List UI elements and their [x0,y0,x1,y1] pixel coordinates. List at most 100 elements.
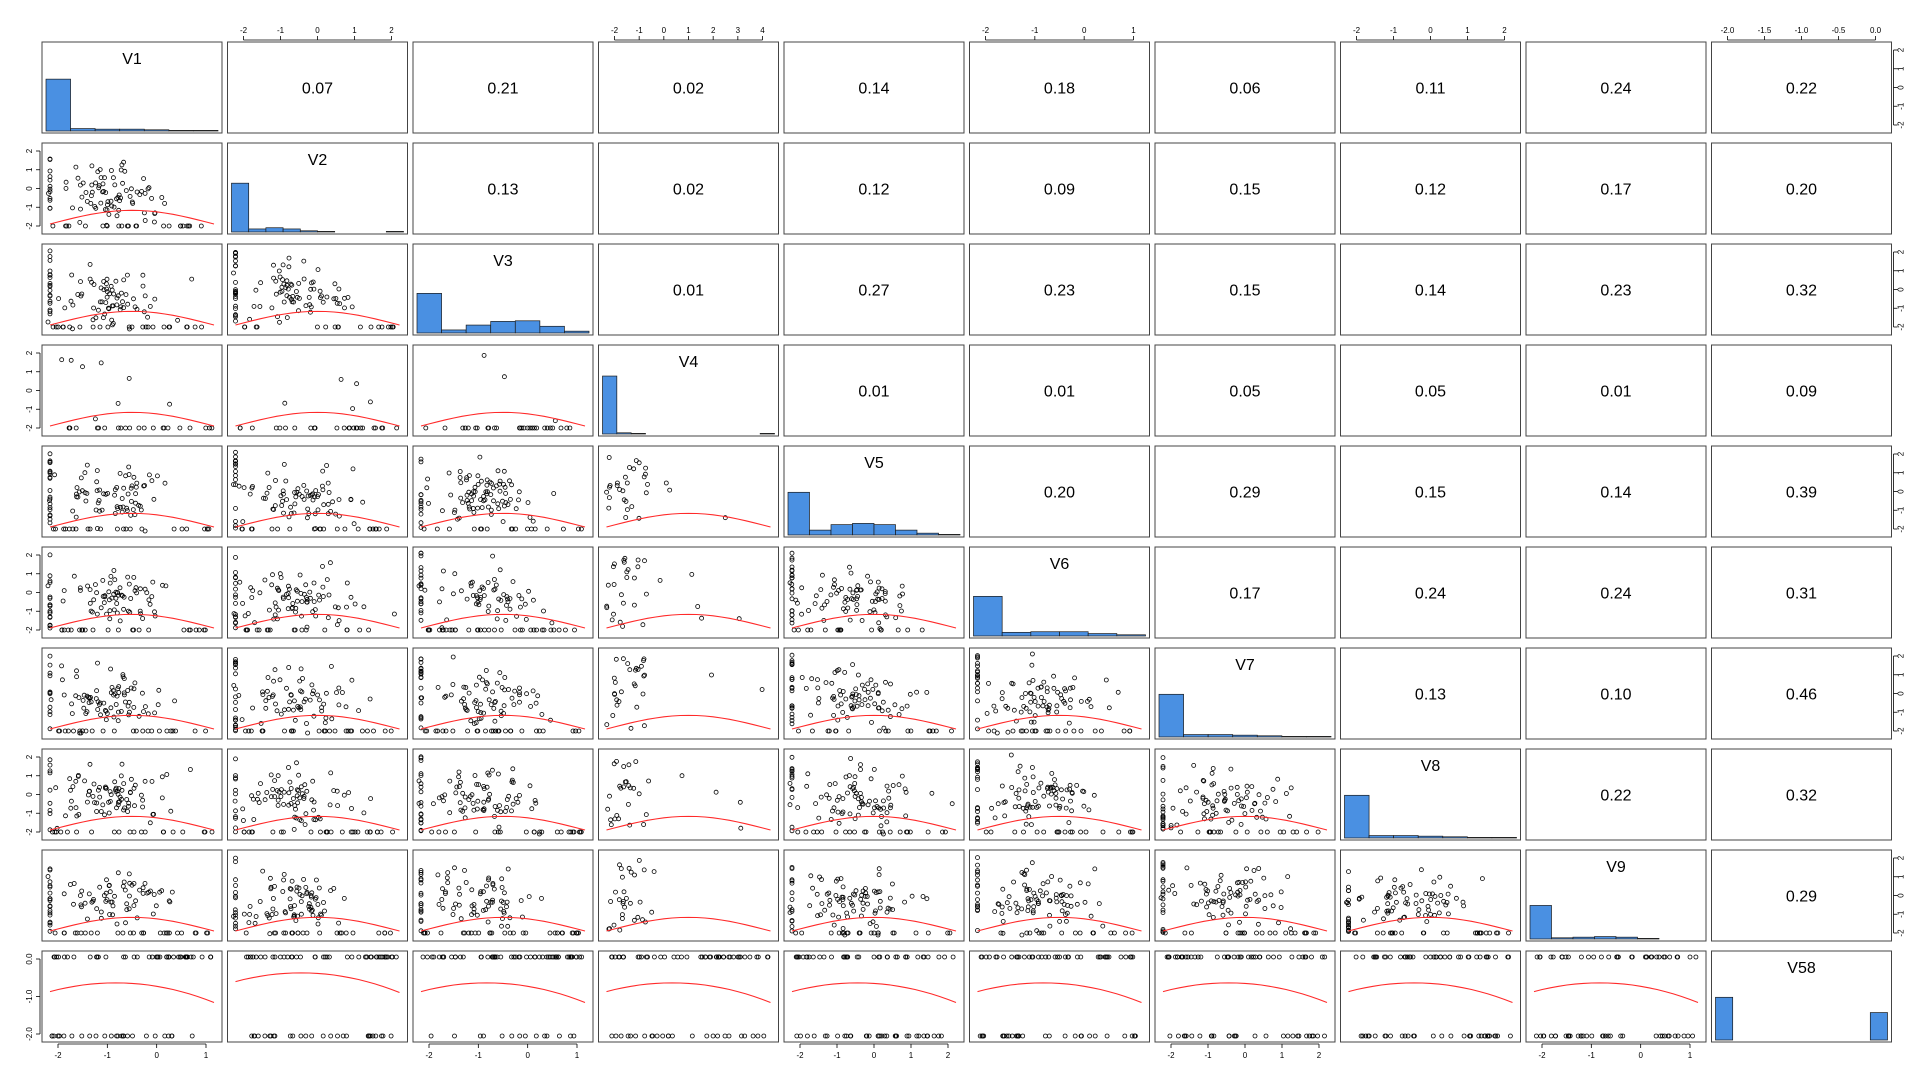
scatter-point [610,713,616,718]
scatter-point [351,521,357,527]
panel-r5-c5: V5 [783,445,965,538]
scatter-point [146,597,152,603]
scatter-point [284,315,290,321]
scatter-point [525,500,531,506]
scatter-point [80,627,85,633]
scatter-point [878,823,884,829]
scatter-point [108,283,114,289]
scatter-point [418,610,424,616]
scatter-point [1227,895,1233,900]
scatter-point [1059,787,1064,793]
scatter-point [624,480,630,486]
scatter-point [478,526,484,532]
scatter-point [840,884,846,890]
scatter-point [140,616,146,621]
tick-label: 0 [525,1051,530,1060]
panel-frame [1711,142,1892,235]
scatter-point [47,757,53,763]
scatter-point [317,295,323,301]
scatter-point [481,352,487,358]
scatter-point [289,282,295,288]
scatter-point [418,771,424,777]
scatter-point [1346,869,1351,874]
scatter-point [789,828,795,834]
scatter-point [1006,1033,1012,1039]
tick-label: 1 [1688,1051,1693,1060]
scatter-point [865,703,871,709]
scatter-point [247,912,253,917]
histogram-bar [1551,937,1574,940]
scatter-point [334,300,340,306]
scatter-point [833,829,839,835]
scatter-point [324,829,330,835]
scatter-point [418,504,424,510]
scatter-point [87,526,93,532]
scatter-point [430,801,436,807]
panel-frame [41,142,223,235]
scatter-point [707,954,712,960]
scatter-point [316,592,322,598]
scatter-point [1448,1033,1454,1039]
scatter-point [71,728,76,734]
scatter-point [159,195,165,200]
scatter-point [47,282,53,288]
scatter-point [129,882,135,888]
scatter-point [429,829,435,835]
scatter-point [489,767,495,773]
smooth-curve [606,714,771,730]
histogram-bar [1715,996,1734,1041]
scatter-point [1275,776,1281,782]
scatter-point [1099,728,1104,734]
scatter-point [272,884,277,889]
scatter-point [59,627,65,633]
scatter-point [544,1033,550,1039]
scatter-point [826,890,832,896]
scatter-point [480,908,486,913]
scatter-point [337,301,343,307]
scatter-point [983,829,989,835]
histogram-bar [787,491,810,536]
scatter-point [59,663,64,669]
correlation-value: 0.23 [1044,283,1075,300]
scatter-point [871,954,877,960]
axis-top-col9: -2 -1 0 1 [1538,1043,1693,1060]
scatter-point [1249,808,1255,813]
scatter-point [103,954,109,960]
scatter-point [246,829,252,835]
correlation-value: 0.14 [1600,485,1631,502]
scatter-point [457,800,463,806]
scatter-point [1071,728,1077,734]
scatter-point [1044,689,1050,695]
scatter-point [130,728,136,734]
scatter-point [277,571,283,577]
scatter-point [1263,1033,1269,1039]
scatter-point [418,870,424,875]
scatter-point [233,555,238,560]
scatter-point [870,687,876,692]
tick-label: 2 [1317,1051,1322,1060]
scatter-point [532,954,538,960]
scatter-point [233,620,238,626]
histogram-bar [119,128,145,132]
scatter-point [239,526,245,532]
scatter-point [1474,930,1480,936]
tick-label: 2 [1897,653,1906,658]
tick-label: -1 [475,1051,483,1060]
scatter-point [641,656,647,662]
tick-label: 1 [1897,268,1906,273]
scatter-point [1041,930,1047,936]
scatter-point [1078,829,1083,835]
scatter-point [1122,1033,1128,1039]
scatter-point [1069,790,1075,795]
scatter-point [349,304,355,310]
correlation-value: 0.22 [1600,788,1631,805]
scatter-point [302,822,308,827]
tick-label: -2.0 [25,1027,34,1041]
scatter-point [1192,954,1198,960]
panel-frame [1711,647,1892,740]
scatter-point [233,594,238,600]
scatter-point [529,425,535,431]
scatter-point [86,695,91,700]
scatter-point [255,790,261,796]
